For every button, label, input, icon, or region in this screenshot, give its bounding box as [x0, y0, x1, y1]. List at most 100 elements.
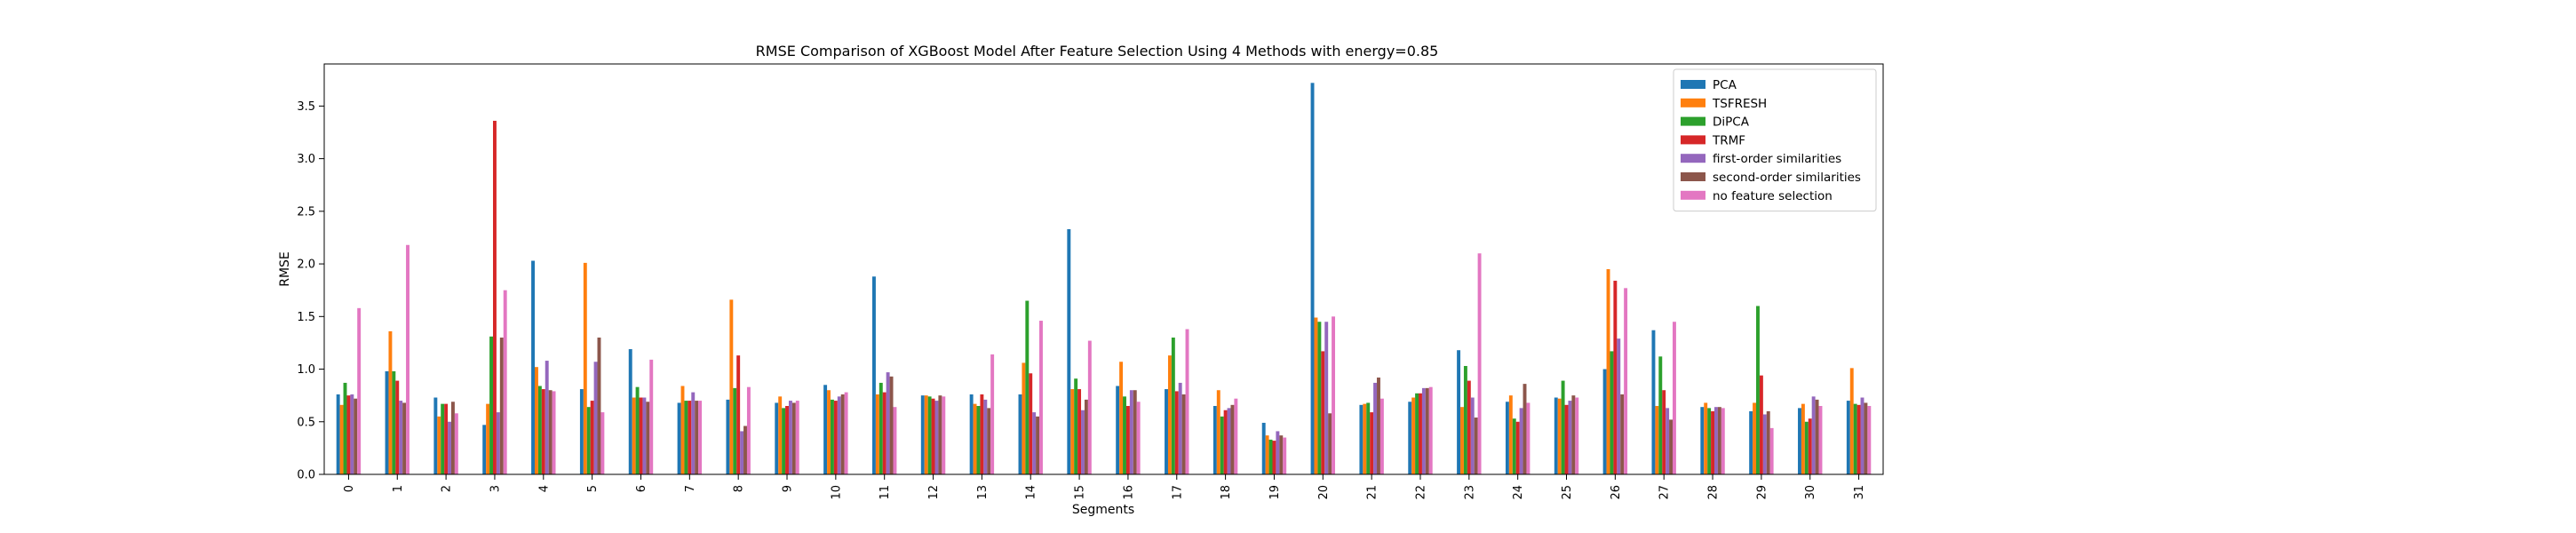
bar [1018, 394, 1022, 474]
series-first-order-similarities [350, 322, 1864, 474]
bar [1753, 402, 1757, 474]
x-tick-label: 11 [879, 485, 892, 500]
bar [827, 390, 831, 474]
bar [976, 406, 981, 474]
bar [1123, 396, 1126, 474]
bar [1116, 386, 1120, 474]
x-tick-label: 7 [684, 485, 697, 492]
bar [1272, 441, 1276, 474]
bar [924, 395, 928, 474]
bar [1070, 389, 1075, 474]
bar [392, 370, 396, 474]
bar [1672, 322, 1676, 474]
bar [871, 276, 876, 474]
bar [552, 391, 556, 474]
bar [450, 402, 455, 474]
bar [889, 376, 894, 474]
bar [1310, 83, 1315, 475]
bar [1181, 394, 1186, 474]
x-tick-label: 25 [1561, 485, 1574, 500]
bar [1617, 338, 1621, 474]
y-tick-label: 0.0 [297, 469, 315, 482]
y-ticks: 0.0 0.5 1.0 1.5 2.0 2.5 3.0 3.5 [297, 100, 324, 482]
bar [1167, 355, 1172, 474]
legend-swatch [1681, 80, 1705, 89]
bar [1419, 393, 1422, 474]
y-tick-label: 1.5 [297, 311, 315, 324]
bar [503, 290, 507, 474]
bar [649, 359, 654, 474]
bar [1467, 380, 1471, 474]
bar [1227, 408, 1231, 474]
x-tick-label: 0 [343, 485, 356, 492]
y-axis-label: RMSE [278, 251, 292, 287]
bar [920, 395, 925, 474]
bar [1655, 406, 1659, 474]
bar [545, 361, 549, 474]
legend-swatch [1681, 135, 1705, 145]
bar [1554, 397, 1558, 474]
bar [1234, 398, 1238, 474]
x-tick-label: 18 [1220, 485, 1233, 500]
bar [1798, 408, 1801, 474]
x-tick-label: 23 [1463, 485, 1476, 500]
bar [1133, 390, 1137, 474]
x-tick-label: 21 [1366, 485, 1379, 500]
legend: PCA TSFRESH DiPCA TRMF first-order similarit… [1673, 68, 1877, 212]
bar [736, 355, 741, 474]
bar [934, 401, 939, 474]
bar [1756, 306, 1760, 474]
bar [1029, 373, 1033, 474]
x-tick-label: 8 [733, 485, 746, 492]
bar [1032, 412, 1037, 474]
bar [1283, 437, 1287, 474]
bar [1077, 389, 1082, 474]
bar [1801, 403, 1805, 474]
legend-swatch [1681, 154, 1705, 163]
bar [1321, 351, 1325, 474]
bar [795, 401, 799, 474]
x-tick-label: 9 [782, 485, 795, 492]
bar [1717, 407, 1721, 474]
bar [628, 349, 632, 474]
bar [1415, 393, 1419, 474]
bar [1620, 394, 1625, 474]
legend-swatch [1681, 116, 1705, 126]
bar [1846, 401, 1850, 474]
bar [1087, 340, 1092, 474]
bar [1332, 316, 1336, 474]
bar [1564, 404, 1569, 474]
bar [1508, 395, 1513, 474]
x-tick-label: 31 [1853, 485, 1866, 500]
bar [1379, 398, 1384, 474]
legend-entry-label: no feature selection [1713, 189, 1833, 203]
bar [593, 362, 598, 474]
bar [1610, 351, 1614, 474]
bar [492, 120, 497, 474]
bar [1658, 356, 1663, 474]
bar [1704, 402, 1708, 474]
bar [402, 402, 407, 474]
bar [1662, 390, 1666, 474]
bar [1759, 375, 1763, 474]
bar [1505, 402, 1509, 474]
bar [980, 394, 984, 474]
bar [385, 370, 389, 474]
bar [942, 396, 946, 474]
bar [844, 392, 848, 474]
legend-frame [1673, 68, 1877, 212]
bar [597, 338, 601, 474]
bar [1119, 362, 1124, 474]
bar [489, 336, 493, 474]
bar [775, 402, 779, 474]
x-tick-label: 3 [489, 485, 502, 492]
bar [1714, 407, 1718, 474]
bar [1279, 435, 1284, 474]
x-tick-label: 24 [1512, 485, 1525, 500]
bar [1707, 408, 1712, 474]
bar [406, 244, 409, 474]
bar [973, 403, 977, 474]
legend-entry-label: second-order similarities [1713, 171, 1861, 185]
bar [437, 416, 441, 474]
